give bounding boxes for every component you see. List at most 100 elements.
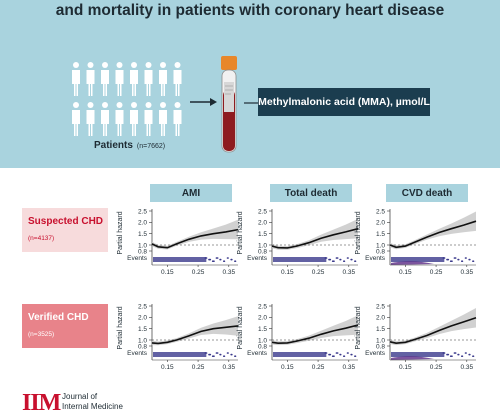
y-tick-label: 2.5 [258, 208, 267, 215]
person-icon [101, 62, 109, 96]
event-dot [205, 352, 208, 354]
event-dot [333, 260, 335, 262]
journal-name: Journal of Internal Medicine [62, 392, 123, 412]
person-icon [144, 62, 153, 96]
row-count: (n=3525) [28, 331, 55, 338]
x-tick-label: 0.25 [312, 364, 325, 370]
person-icon [115, 62, 124, 96]
y-tick-label: 1.0 [138, 242, 147, 249]
y-tick-label: 2.0 [258, 315, 267, 322]
event-dot [231, 258, 233, 261]
y-axis-label: Partial hazard [237, 211, 244, 254]
event-dot [451, 355, 453, 357]
event-dot [216, 257, 219, 259]
patients-count: (n=7662) [136, 143, 166, 150]
confidence-band [272, 315, 358, 346]
events-rug [153, 257, 207, 262]
biomarker-box: Methylmalonic acid (MMA), µmol/L [258, 88, 430, 116]
hazard-curve [151, 228, 239, 249]
person-icon [159, 62, 167, 96]
y-tick-label: 1.5 [376, 326, 385, 333]
events-label: Events [127, 350, 148, 357]
row-count: (n=4137) [28, 235, 55, 242]
person-icon [86, 102, 95, 136]
event-dot [205, 257, 208, 259]
x-tick-label: 0.15 [399, 364, 412, 370]
hazard-curve [271, 227, 359, 249]
person-icon [144, 102, 153, 136]
event-dot [472, 260, 475, 262]
event-dot [465, 352, 467, 354]
y-tick-label: 2.0 [376, 220, 385, 227]
event-dot [347, 352, 349, 354]
events-label: Events [127, 255, 148, 262]
x-tick-label: 0.15 [161, 364, 174, 370]
event-dot [347, 257, 349, 259]
y-tick-label: 0.8 [138, 248, 147, 255]
event-dot [325, 257, 328, 259]
x-tick-label: 0.25 [430, 364, 443, 370]
events-label: Events [247, 255, 268, 262]
y-axis-label: Partial hazard [355, 306, 362, 349]
event-dot [231, 353, 233, 356]
confidence-band [152, 219, 238, 250]
x-tick-label: 0.35 [222, 364, 235, 370]
hazard-curve [389, 317, 477, 345]
header-banner [0, 0, 500, 168]
event-dot [329, 353, 332, 356]
event-dot [351, 353, 353, 356]
event-dot [333, 355, 335, 357]
x-tick-label: 0.15 [161, 269, 174, 275]
arrow-right-icon [190, 98, 217, 106]
y-tick-label: 2.5 [138, 208, 147, 215]
row-title: Verified CHD [28, 312, 89, 323]
event-dot [209, 353, 212, 356]
event-dot [213, 260, 215, 262]
y-tick-label: 2.5 [376, 208, 385, 215]
event-dot [227, 352, 229, 354]
person-icon [101, 102, 109, 136]
y-tick-label: 2.5 [138, 303, 147, 310]
confidence-band [272, 218, 358, 250]
x-tick-label: 0.25 [312, 269, 325, 275]
connector-line [244, 102, 258, 104]
event-dot [472, 355, 475, 357]
event-dot [451, 260, 453, 262]
x-tick-label: 0.35 [222, 269, 235, 275]
y-tick-label: 1.5 [376, 231, 385, 238]
event-dot [457, 353, 460, 356]
y-tick-label: 0.8 [376, 248, 385, 255]
x-tick-label: 0.35 [342, 364, 355, 370]
event-dot [443, 257, 446, 259]
y-tick-label: 1.5 [138, 231, 147, 238]
event-dot [343, 355, 346, 357]
event-dot [339, 258, 342, 261]
confidence-band [152, 316, 238, 346]
column-header-cvd-death: CVD death [386, 184, 468, 202]
y-tick-label: 2.5 [376, 303, 385, 310]
event-dot [454, 352, 457, 354]
event-dot [469, 258, 471, 261]
y-tick-label: 1.0 [376, 337, 385, 344]
x-tick-label: 0.25 [192, 269, 205, 275]
event-dot [447, 258, 450, 261]
y-tick-label: 0.8 [258, 343, 267, 350]
event-dot [234, 355, 237, 357]
x-tick-label: 0.35 [460, 269, 473, 275]
y-tick-label: 2.0 [376, 315, 385, 322]
y-axis-label: Partial hazard [117, 211, 124, 254]
y-tick-label: 1.5 [138, 326, 147, 333]
x-tick-label: 0.35 [460, 364, 473, 370]
event-dot [457, 258, 460, 261]
events-label: Events [365, 350, 386, 357]
event-dot [219, 258, 222, 261]
event-dot [325, 352, 328, 354]
journal-line-2: Internal Medicine [62, 402, 123, 411]
patients-icon [72, 62, 182, 136]
person-icon [159, 102, 167, 136]
event-dot [234, 260, 237, 262]
